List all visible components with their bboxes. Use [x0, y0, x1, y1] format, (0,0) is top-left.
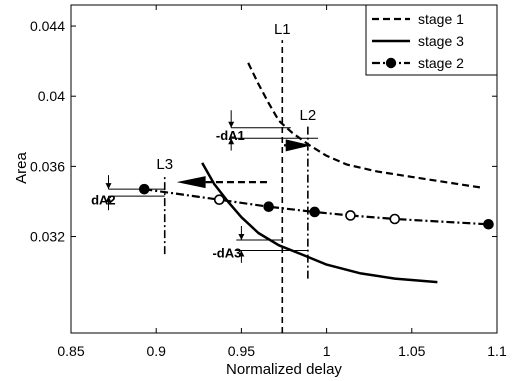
series-stage-2-point [138, 183, 150, 195]
legend-swatch-marker [385, 57, 397, 69]
legend-label: stage 3 [418, 33, 464, 49]
series-layer [138, 62, 494, 284]
x-tick-label: 1.1 [487, 343, 507, 359]
y-tick-label: 0.044 [30, 18, 65, 34]
y-tick-label: 0.032 [30, 229, 65, 245]
x-tick-label: 1.05 [398, 343, 425, 359]
annotation-da2: dA2 [91, 193, 116, 208]
legend-entry-stage-3: stage 3 [372, 33, 464, 49]
da3-arrow-top-head [238, 234, 245, 241]
da3-arrow-bottom-head [238, 250, 245, 257]
series-stage-1-line [247, 62, 481, 189]
legend-entry-stage-1: stage 1 [372, 11, 464, 27]
series-stage-2-point [263, 201, 274, 213]
x-tick-label: 1 [323, 343, 331, 359]
series-stage-3-line [201, 162, 438, 284]
series-stage-2-point [389, 213, 401, 225]
reference-lines [163, 40, 309, 333]
annotation-labels: -dA1 dA2 -dA3 [91, 128, 245, 261]
da1-arrow-bottom-head [228, 138, 235, 145]
legend: stage 1 stage 3 stage 2 [365, 4, 498, 76]
annotation-neg-da3: -dA3 [212, 245, 241, 260]
reference-line-label-l3: L3 [156, 156, 173, 173]
da2-arrow-top-head [105, 183, 112, 190]
shift-right-arrow-head [285, 139, 312, 152]
axis-tick-labels: 0.85 0.9 0.95 1 1.05 1.1 0.032 0.036 0.04 0.044 [30, 18, 507, 359]
series-stage-2 [138, 183, 494, 230]
legend-entry-stage-2: stage 2 [372, 55, 464, 71]
series-stage-2-point [345, 210, 356, 221]
reference-line-label-l1: L1 [274, 21, 291, 38]
series-stage-2-point [483, 218, 494, 230]
series-stage-2-point [309, 206, 320, 218]
annotation-arrows [105, 110, 319, 263]
legend-label: stage 1 [418, 11, 464, 27]
x-axis-label: Normalized delay [226, 361, 342, 378]
series-stage-1 [247, 62, 481, 189]
series-stage-3 [201, 162, 438, 284]
da2-arrow-bottom-head [105, 196, 112, 203]
x-tick-label: 0.85 [57, 343, 84, 359]
reference-line-labels: L1 L2 L3 [156, 21, 316, 173]
y-tick-label: 0.036 [30, 158, 65, 174]
shift-left-arrow-head [176, 176, 206, 189]
da1-arrow-top-head [228, 121, 235, 128]
reference-line-label-l2: L2 [300, 107, 317, 124]
legend-label: stage 2 [418, 55, 464, 71]
y-axis-label: Area [13, 152, 30, 184]
y-tick-label: 0.04 [38, 88, 65, 104]
x-tick-label: 0.9 [146, 343, 166, 359]
series-stage-2-point [213, 194, 225, 205]
x-tick-label: 0.95 [228, 343, 255, 359]
plot-frame [70, 4, 498, 334]
annotation-neg-da1: -dA1 [216, 128, 245, 143]
